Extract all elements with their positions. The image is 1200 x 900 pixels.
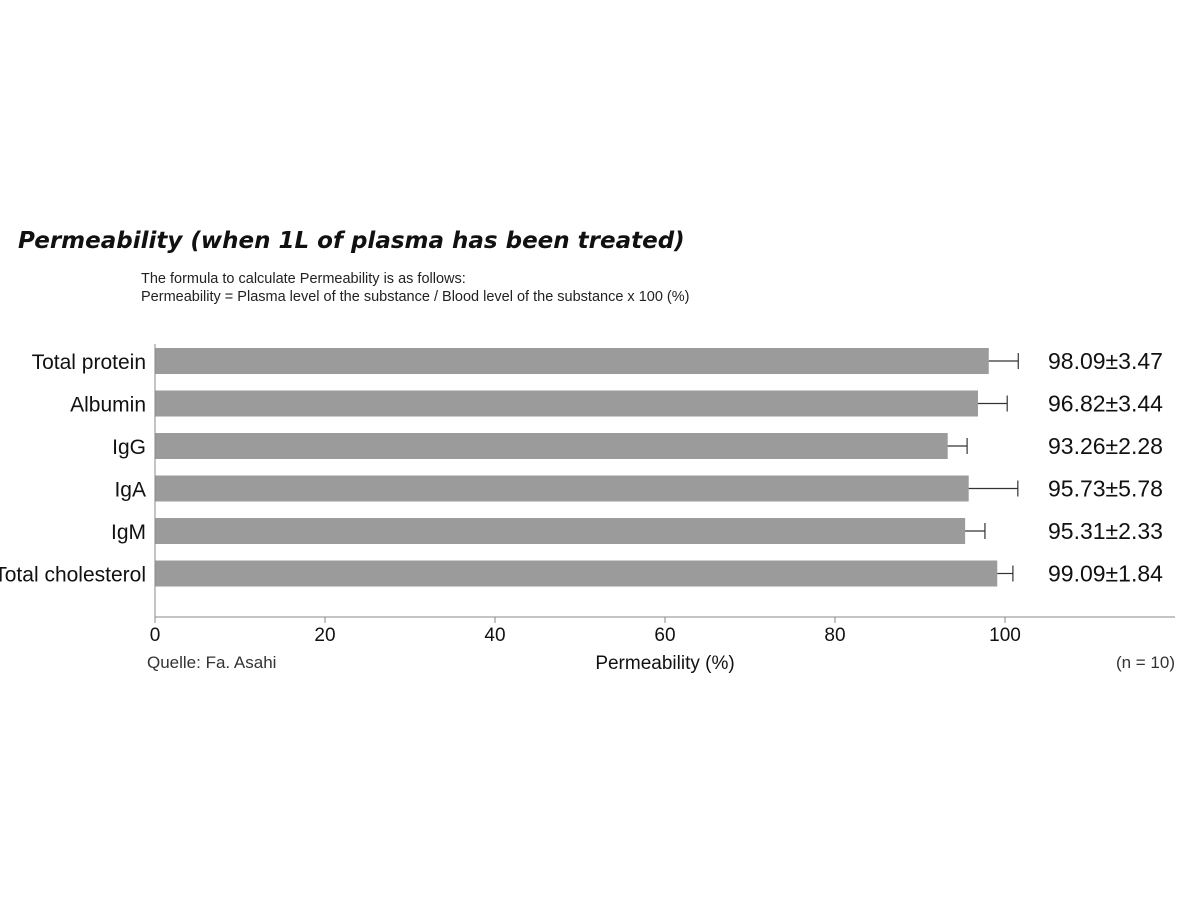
chart-title: Permeability (when 1L of plasma has been… — [18, 228, 685, 254]
value-label: 95.73±5.78 — [1048, 476, 1163, 502]
x-axis-label: Permeability (%) — [595, 653, 734, 674]
bar — [155, 348, 989, 374]
x-tick-label: 20 — [314, 625, 335, 646]
value-label: 98.09±3.47 — [1048, 348, 1163, 374]
sample-size-note: (n = 10) — [1116, 653, 1175, 672]
bar — [155, 390, 978, 417]
permeability-bar-chart: Total protein 98.09±3.47 Albumin 96.82±3.44… — [0, 344, 1175, 674]
source-note: Quelle: Fa. Asahi — [147, 653, 276, 672]
bar — [155, 475, 969, 502]
formula-line-2: Permeability = Plasma level of the subst… — [141, 289, 690, 305]
category-label: IgG — [112, 436, 146, 459]
x-tick-label: 80 — [824, 625, 845, 646]
category-label: IgA — [114, 479, 146, 502]
x-tick-label: 40 — [484, 625, 505, 646]
x-ticks-layer: 0 20 40 60 80 100 — [150, 617, 1021, 646]
bar — [155, 518, 966, 544]
category-label: Total protein — [32, 351, 146, 374]
value-label: 93.26±2.28 — [1048, 433, 1163, 459]
value-label: 96.82±3.44 — [1048, 391, 1163, 417]
labels-layer: Total protein 98.09±3.47 Albumin 96.82±3.44… — [0, 348, 1163, 587]
x-tick-label: 60 — [654, 625, 675, 646]
x-tick-label: 0 — [150, 625, 161, 646]
category-label: Total cholesterol — [0, 564, 146, 587]
x-tick-label: 100 — [989, 625, 1021, 646]
category-label: Albumin — [70, 394, 146, 417]
bars-layer — [155, 348, 998, 587]
bar — [155, 560, 998, 587]
value-label: 95.31±2.33 — [1048, 518, 1163, 544]
formula-line-1: The formula to calculate Permeability is… — [141, 271, 466, 287]
bar — [155, 433, 948, 459]
value-label: 99.09±1.84 — [1048, 561, 1163, 587]
category-label: IgM — [111, 521, 146, 544]
formula-description: The formula to calculate Permeability is… — [141, 270, 689, 306]
error-bars-layer — [947, 353, 1019, 582]
